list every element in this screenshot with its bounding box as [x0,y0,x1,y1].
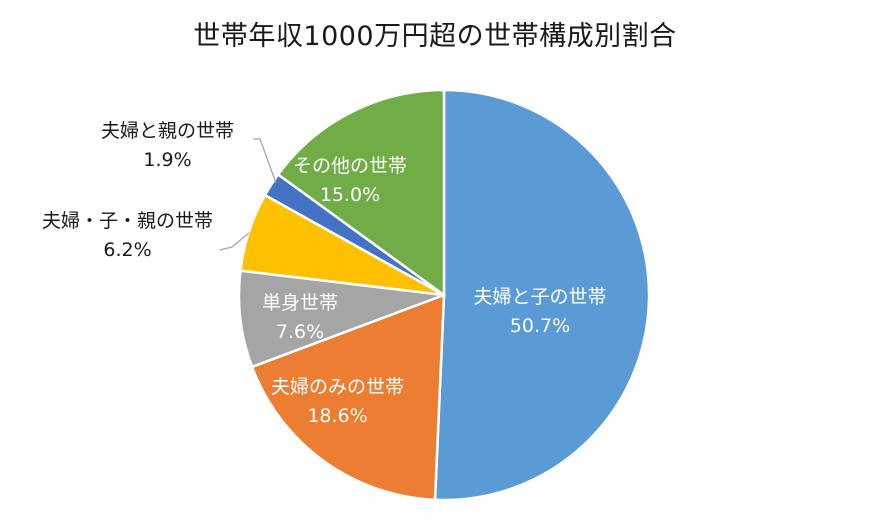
slice-value: 1.9% [143,149,192,171]
slice-category: その他の世帯 [292,155,407,177]
leader-line-fuufu-ko-oya [219,232,250,251]
slice-label-fuufu-ko: 夫婦と子の世帯 50.7% [455,283,625,341]
pie-slice-1 [250,293,446,502]
slice-label-fuufu-nomi: 夫婦のみの世帯 18.6% [250,373,425,431]
pie-slice-5 [276,88,446,297]
slice-category: 夫婦・子・親の世帯 [41,210,213,232]
slice-value: 50.7% [509,315,571,337]
slice-value: 18.6% [307,405,368,427]
slice-category: 夫婦と親の世帯 [100,120,234,142]
slice-value: 6.2% [103,239,152,261]
slice-label-tanshin: 単身世帯 7.6% [255,289,345,347]
chart-title: 世帯年収1000万円超の世帯構成別割合 [193,21,677,52]
pie-slice-0 [433,88,651,502]
slice-value: 15.0% [319,184,381,206]
leader-line-fuufu-oya [253,138,277,184]
slice-label-fuufu-oya: 夫婦と親の世帯 1.9% [85,117,250,175]
pie-slice-2 [237,269,446,369]
slice-label-fuufu-ko-oya: 夫婦・子・親の世帯 6.2% [25,207,230,265]
slice-category: 単身世帯 [261,292,338,314]
slice-value: 7.6% [275,321,325,343]
slice-category: 夫婦と子の世帯 [473,286,607,308]
slice-label-sonota: その他の世帯 15.0% [275,152,425,210]
slice-category: 夫婦のみの世帯 [270,376,404,398]
